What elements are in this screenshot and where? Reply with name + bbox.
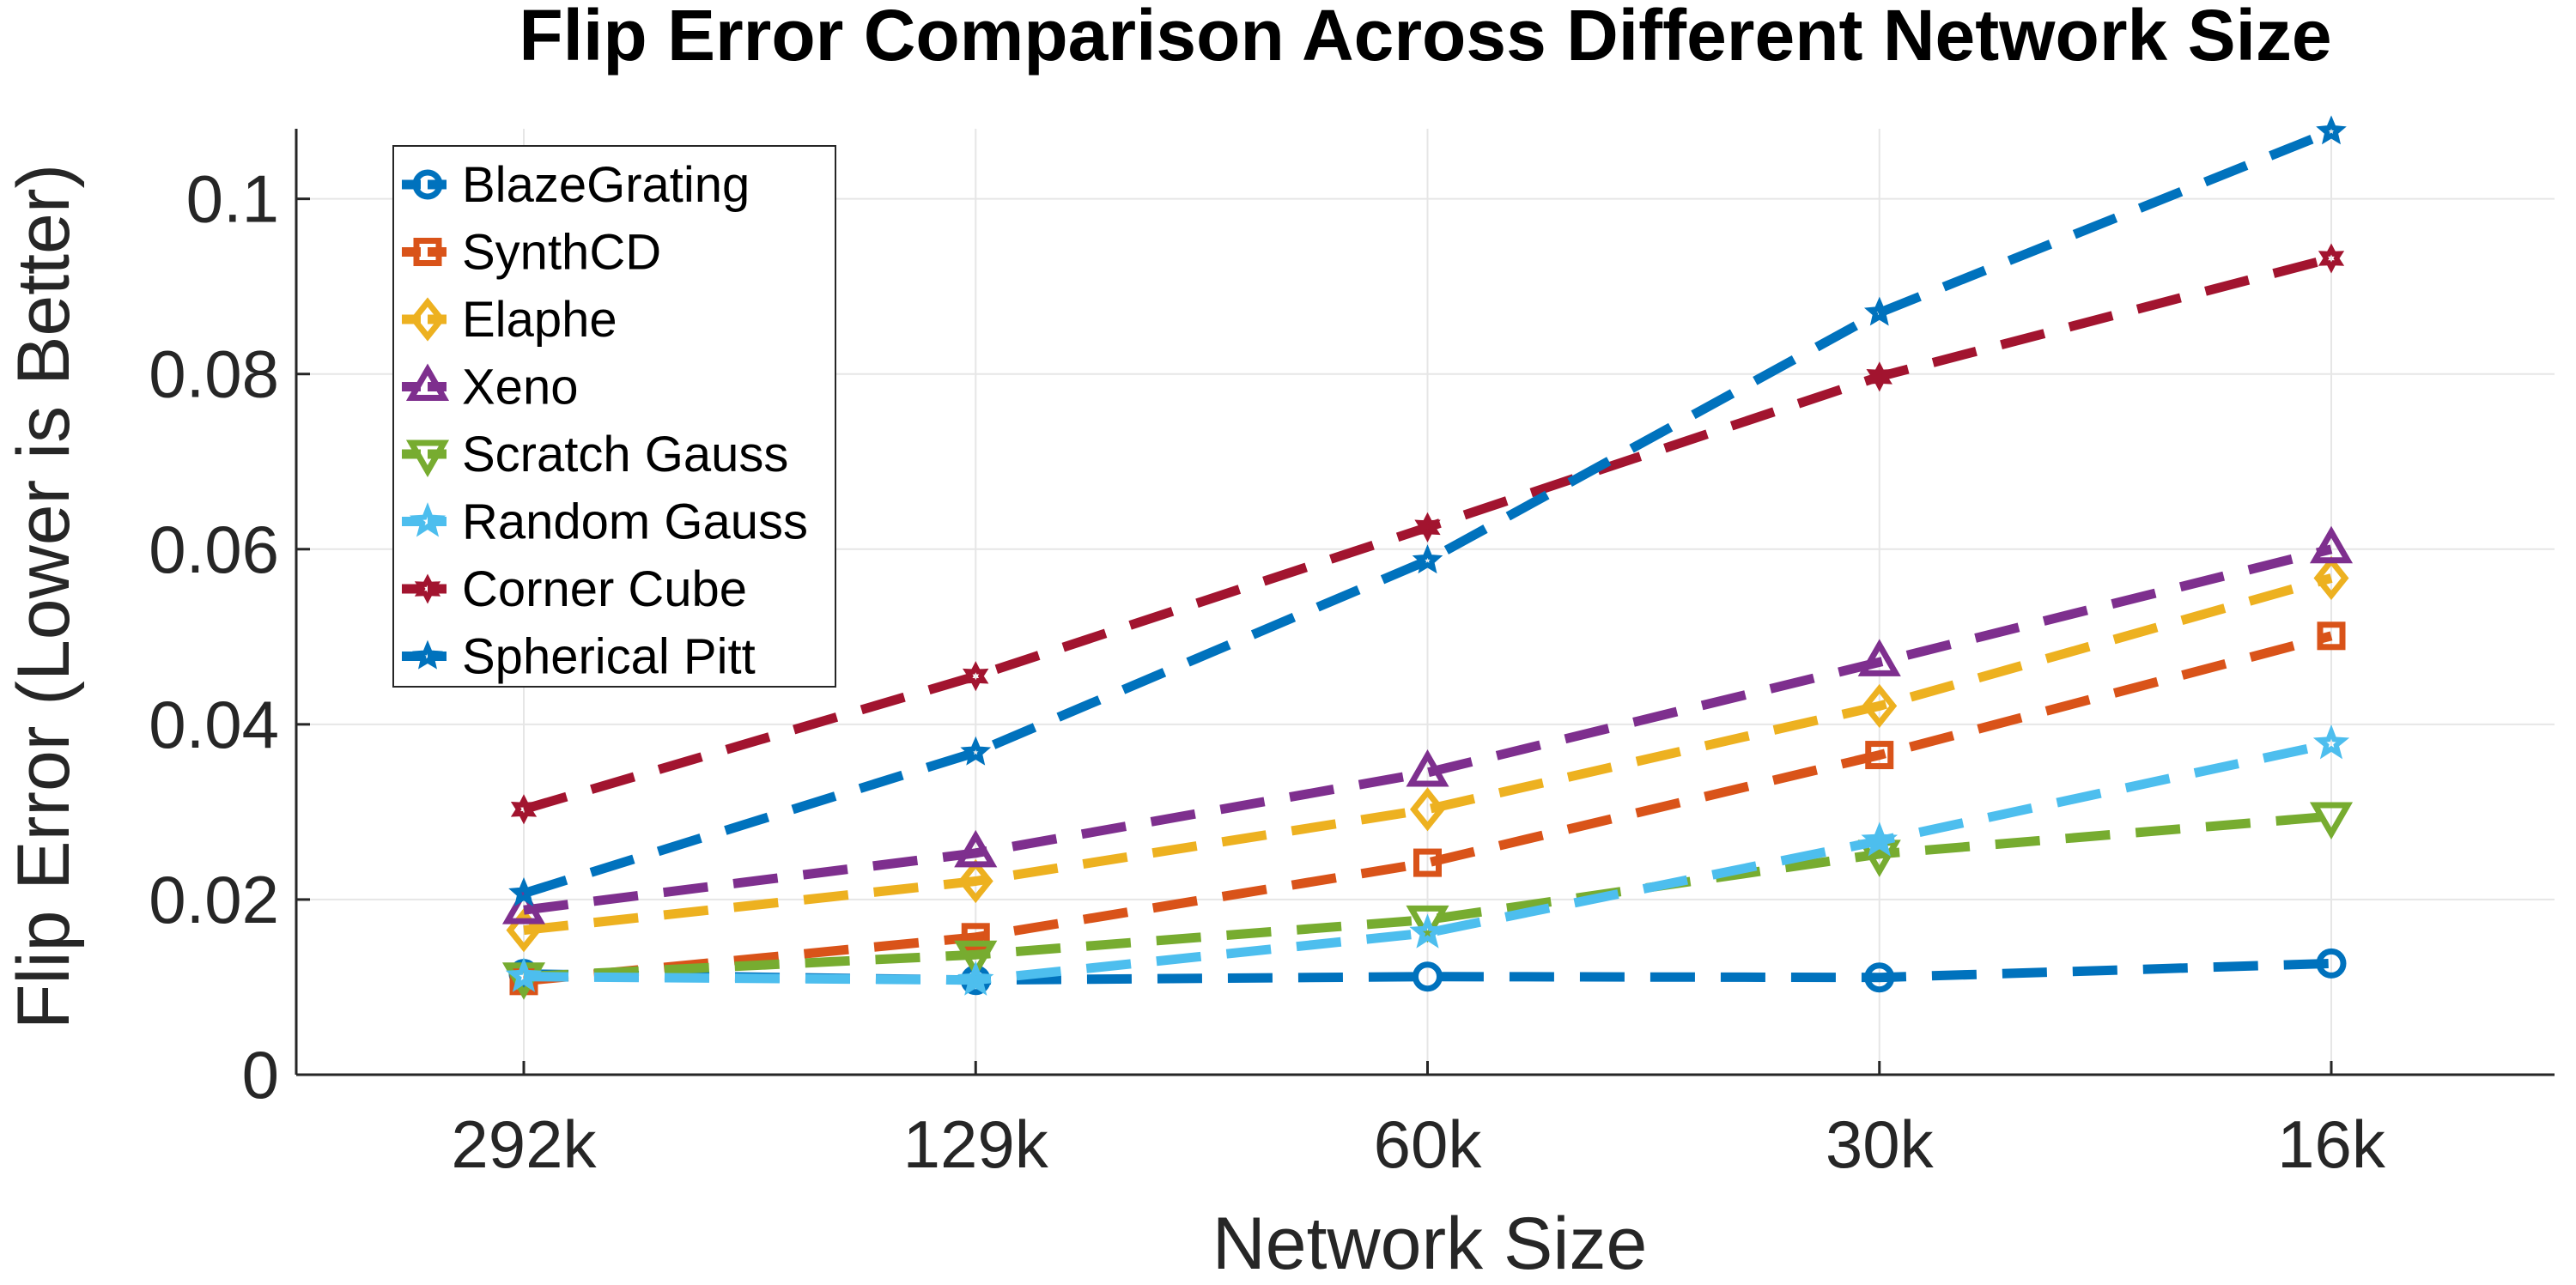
data-point-spherical-pitt <box>508 877 539 906</box>
data-point-elaphe <box>1410 787 1445 832</box>
series-random-gauss <box>505 724 2350 996</box>
legend-item-spherical-pitt[interactable]: Spherical Pitt <box>402 629 756 685</box>
data-point-synthcd <box>961 923 990 952</box>
data-point-elaphe <box>2313 555 2349 601</box>
x-tick-label: 30k <box>1826 1106 1935 1182</box>
data-point-corner-cube <box>510 794 538 825</box>
series-line-random-gauss <box>523 738 2333 985</box>
x-tick-label: 16k <box>2277 1106 2386 1182</box>
legend-item-blazegrating[interactable]: BlazeGrating <box>402 157 750 213</box>
data-point-xeno <box>1857 639 1901 676</box>
y-tick-label: 0.08 <box>149 336 279 412</box>
legend-item-scratch-gauss[interactable]: Scratch Gauss <box>402 427 788 482</box>
data-point-blazegrating <box>1413 961 1443 992</box>
data-point-synthcd <box>1865 741 1894 770</box>
y-tick-label: 0.02 <box>149 862 279 937</box>
axes: 0 0.02 0.04 0.06 0.08 0.1 292k 129k 60k 30k 16k <box>149 129 2555 1182</box>
data-point-elaphe <box>506 908 542 953</box>
data-point-corner-cube <box>962 661 989 692</box>
y-tick-label: 0.1 <box>186 161 279 237</box>
series-corner-cube <box>510 243 2345 825</box>
legend-label-random-gauss: Random Gauss <box>462 494 808 550</box>
data-point-corner-cube <box>2318 243 2345 274</box>
legend-marker-blazegrating <box>412 169 443 200</box>
data-point-spherical-pitt <box>1412 544 1443 574</box>
legend-marker-scratch-gauss <box>405 439 450 478</box>
data-point-xeno <box>2309 525 2354 564</box>
legend-item-random-gauss[interactable]: Random Gauss <box>402 494 808 550</box>
data-point-xeno <box>501 887 546 924</box>
data-point-spherical-pitt <box>960 736 992 766</box>
legend-marker-random-gauss <box>409 502 447 537</box>
data-point-xeno <box>954 829 998 868</box>
series-elaphe <box>506 555 2349 953</box>
data-point-xeno <box>1406 749 1449 787</box>
data-point-spherical-pitt <box>2316 115 2347 145</box>
data-point-synthcd <box>2317 621 2346 651</box>
data-point-random-gauss <box>1409 913 1446 949</box>
legend-label-xeno: Xeno <box>462 360 578 415</box>
legend: BlazeGrating SynthCD Elaphe Xeno Scratch Gau… <box>392 145 836 688</box>
legend-item-elaphe[interactable]: Elaphe <box>402 292 617 348</box>
data-point-random-gauss <box>505 957 543 992</box>
series-line-corner-cube <box>522 253 2333 815</box>
series-spherical-pitt <box>508 115 2347 906</box>
legend-label-spherical-pitt: Spherical Pitt <box>462 629 756 685</box>
legend-label-blazegrating: BlazeGrating <box>462 157 750 213</box>
x-tick-label: 129k <box>903 1106 1049 1182</box>
y-tick-label: 0.04 <box>149 687 279 762</box>
legend-label-elaphe: Elaphe <box>462 292 617 348</box>
data-point-blazegrating <box>2316 948 2347 979</box>
legend-item-xeno[interactable]: Xeno <box>402 360 578 415</box>
data-point-synthcd <box>1413 848 1442 877</box>
data-point-elaphe <box>957 858 993 904</box>
data-point-random-gauss <box>2312 724 2350 760</box>
series-line-synthcd <box>523 631 2333 986</box>
legend-box <box>392 145 836 688</box>
x-tick-label: 60k <box>1374 1106 1483 1182</box>
y-tick-label: 0.06 <box>149 512 279 587</box>
legend-item-synthcd[interactable]: SynthCD <box>402 225 661 281</box>
legend-label-synthcd: SynthCD <box>462 225 661 281</box>
legend-marker-xeno <box>405 363 450 401</box>
legend-label-scratch-gauss: Scratch Gauss <box>462 427 788 482</box>
data-point-elaphe <box>1862 683 1898 729</box>
legend-item-corner-cube[interactable]: Corner Cube <box>402 561 747 617</box>
series-line-elaphe <box>523 573 2333 936</box>
x-tick-label: 292k <box>451 1106 597 1182</box>
series-line-xeno <box>523 544 2333 915</box>
data-point-random-gauss <box>1861 821 1899 857</box>
legend-marker-synthcd <box>413 238 442 266</box>
y-axis-label: Flip Error (Lower is Better) <box>3 164 85 1029</box>
data-point-scratch-gauss <box>1406 905 1449 943</box>
data-point-blazegrating <box>1864 962 1895 993</box>
series-xeno <box>501 525 2354 924</box>
series-line-scratch-gauss <box>523 811 2332 982</box>
data-point-scratch-gauss <box>2309 802 2354 840</box>
series-group <box>501 115 2354 1000</box>
y-tick-label: 0 <box>242 1037 279 1112</box>
legend-marker-spherical-pitt <box>412 639 443 670</box>
legend-marker-elaphe <box>410 297 446 342</box>
legend-marker-corner-cube <box>414 573 441 604</box>
data-point-scratch-gauss <box>954 940 998 979</box>
data-point-random-gauss <box>957 961 994 996</box>
x-axis-label: Network Size <box>1212 1203 1648 1281</box>
series-line-spherical-pitt <box>522 126 2334 899</box>
chart-title: Flip Error Comparison Across Different N… <box>519 0 2331 76</box>
legend-label-corner-cube: Corner Cube <box>462 561 747 617</box>
data-point-corner-cube <box>1866 361 1893 392</box>
data-point-spherical-pitt <box>1863 296 1895 326</box>
data-point-corner-cube <box>1414 512 1441 542</box>
